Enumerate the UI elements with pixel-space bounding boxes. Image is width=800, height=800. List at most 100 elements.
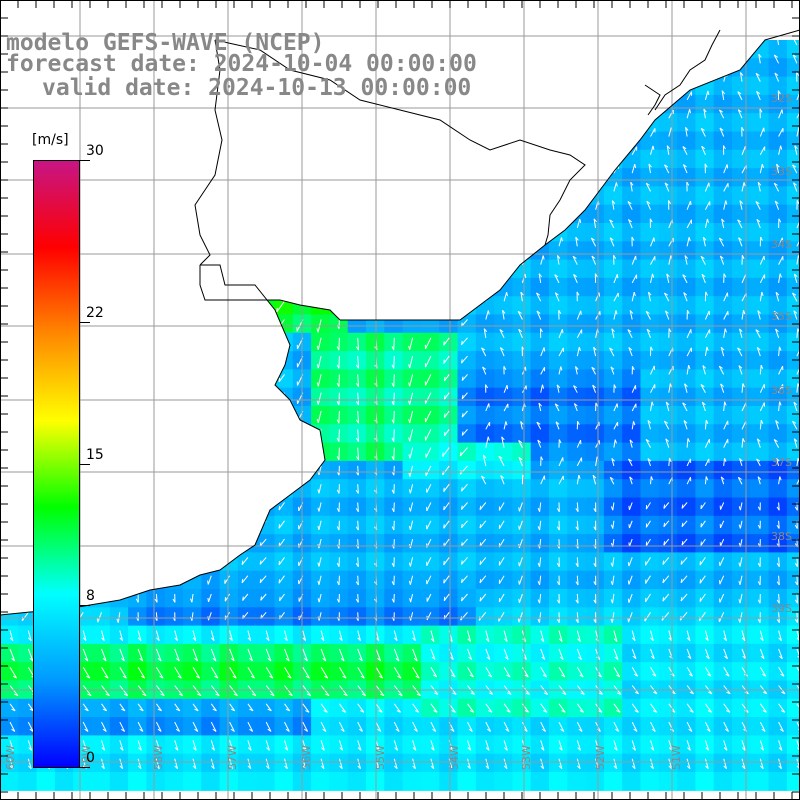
wind-cell xyxy=(311,735,330,755)
wind-cell xyxy=(146,643,166,663)
wind-arrow xyxy=(612,502,615,511)
wind-arrow-head xyxy=(762,710,767,713)
wind-arrow-head xyxy=(556,599,560,604)
coastline-path xyxy=(0,264,326,616)
wind-arrow-head xyxy=(633,673,638,677)
wind-cell xyxy=(658,149,678,169)
wind-arrow xyxy=(645,575,651,584)
wind-arrow xyxy=(302,740,307,751)
wind-cell xyxy=(677,515,696,535)
wind-arrow-head xyxy=(610,580,614,586)
wind-arrow xyxy=(393,648,400,662)
wind-arrow-head xyxy=(616,674,621,678)
wind-cell xyxy=(750,241,770,261)
wind-arrow-head xyxy=(518,507,520,512)
wind-arrow-head xyxy=(653,691,658,695)
wind-arrow-head xyxy=(304,657,308,662)
wind-cell xyxy=(366,460,385,480)
wind-arrow xyxy=(503,666,511,678)
wind-cell xyxy=(439,351,459,370)
wind-arrow xyxy=(318,465,322,476)
wind-arrow xyxy=(276,319,285,331)
wind-arrow-head xyxy=(628,524,630,529)
wind-arrow xyxy=(741,438,744,448)
wind-arrow-head xyxy=(702,401,706,406)
wind-arrow xyxy=(720,502,725,510)
wind-cell xyxy=(494,643,513,663)
wind-arrow xyxy=(498,575,505,584)
wind-arrow xyxy=(650,384,656,393)
wind-cell xyxy=(530,698,550,718)
wind-cell xyxy=(366,515,385,535)
wind-arrow xyxy=(229,758,233,769)
wind-cell xyxy=(622,369,642,389)
wind-arrow xyxy=(778,520,780,529)
wind-arrow-head xyxy=(478,616,481,621)
wind-cell xyxy=(494,387,513,407)
wind-cell xyxy=(768,332,788,352)
wind-arrow xyxy=(686,721,693,732)
wind-arrow-head xyxy=(233,693,238,697)
wind-arrow xyxy=(778,256,784,265)
wind-arrow xyxy=(723,740,728,751)
wind-cell xyxy=(640,662,660,682)
wind-cell xyxy=(237,772,257,791)
wind-arrow xyxy=(773,54,780,64)
wind-cell xyxy=(786,698,800,718)
wind-arrow xyxy=(685,127,688,137)
wind-arrow xyxy=(412,703,420,713)
wind-cell xyxy=(164,643,184,663)
wind-arrow xyxy=(537,439,542,448)
wind-cell xyxy=(457,698,477,718)
wind-cell xyxy=(512,442,532,462)
wind-cell xyxy=(750,406,770,425)
wind-cell xyxy=(640,534,660,553)
wind-arrow-head xyxy=(670,673,675,677)
wind-arrow-head xyxy=(738,562,741,567)
wind-arrow xyxy=(778,273,781,283)
wind-cell xyxy=(475,369,495,389)
wind-arrow xyxy=(539,539,542,549)
wind-cell xyxy=(530,296,550,316)
wind-arrow-head xyxy=(561,674,566,678)
wind-cell xyxy=(549,625,568,645)
wind-cell xyxy=(530,424,550,444)
wind-arrow xyxy=(518,440,523,448)
wind-cell xyxy=(512,369,532,389)
wind-cell xyxy=(457,772,477,791)
wind-arrow-head xyxy=(536,310,541,314)
wind-arrow-head xyxy=(594,273,598,278)
wind-arrow-head xyxy=(430,765,435,770)
wind-arrow-head xyxy=(408,472,411,477)
wind-arrow xyxy=(155,740,161,751)
wind-cell xyxy=(457,552,477,572)
wind-arrow-head xyxy=(688,237,691,242)
wind-cell xyxy=(677,534,696,553)
wind-arrow-head xyxy=(575,526,579,531)
wind-arrow xyxy=(318,593,322,603)
wind-arrow-head xyxy=(738,524,741,529)
wind-arrow-head xyxy=(175,657,180,662)
wind-arrow xyxy=(628,575,633,585)
wind-arrow-head xyxy=(412,765,416,770)
colorbar xyxy=(33,160,80,768)
wind-arrow xyxy=(538,402,542,412)
wind-arrow xyxy=(539,575,542,585)
wind-cell xyxy=(567,607,587,627)
wind-arrow xyxy=(704,310,710,320)
wind-arrow xyxy=(409,410,414,424)
wind-arrow xyxy=(247,758,252,769)
wind-cell xyxy=(713,552,733,572)
wind-cell xyxy=(201,735,221,755)
wind-arrow xyxy=(613,740,618,751)
wind-arrow xyxy=(741,648,747,659)
wind-cell xyxy=(567,515,587,535)
wind-cell xyxy=(640,589,660,608)
wind-arrow-head xyxy=(632,747,636,751)
wind-cell xyxy=(567,698,587,718)
wind-arrow-head xyxy=(306,693,311,697)
wind-arrow-head xyxy=(443,524,445,529)
wind-arrow-head xyxy=(611,458,615,462)
wind-arrow-head xyxy=(780,145,783,150)
wind-arrow-head xyxy=(305,710,310,713)
